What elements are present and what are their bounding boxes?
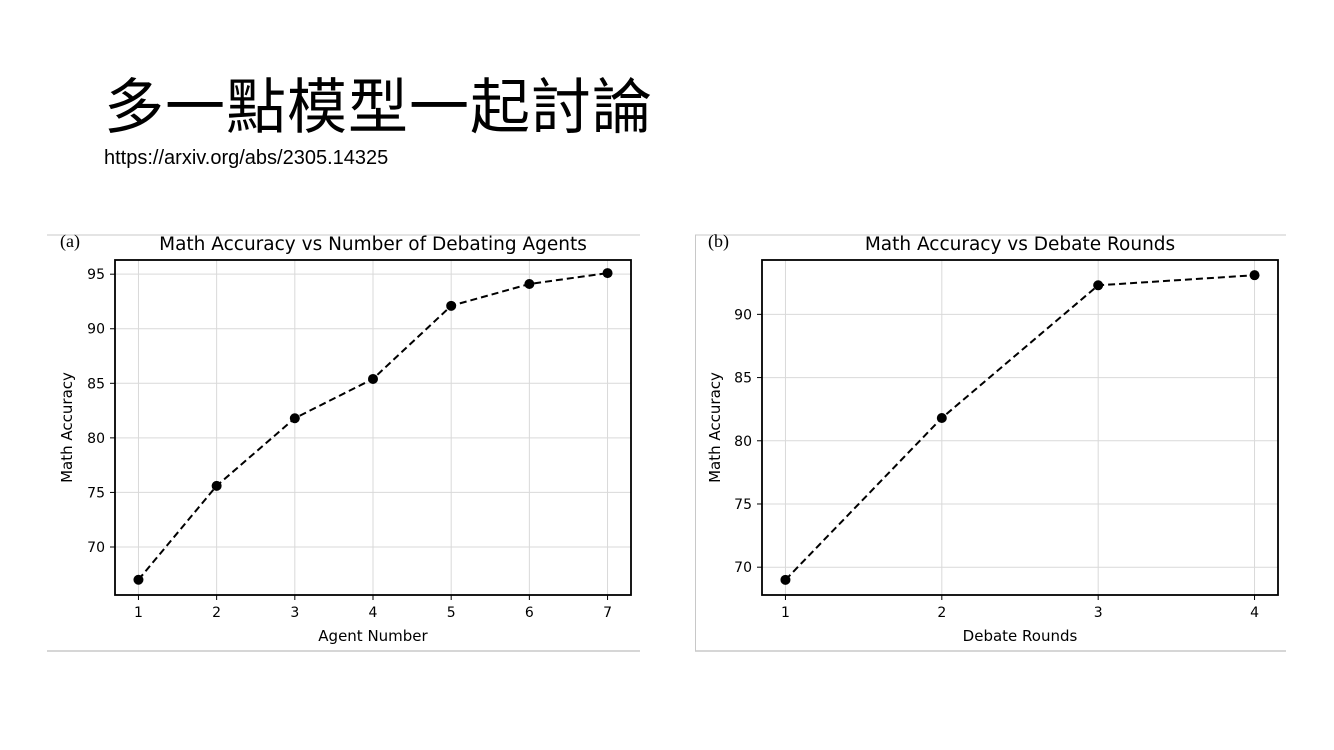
y-tick-label: 85 [87, 376, 105, 392]
x-tick-label: 5 [447, 605, 456, 621]
series-line [784, 274, 1255, 581]
chart-rounds: 1 2 3 4 70 75 80 85 90 (b) Math Accuracy vs Debate… [695, 225, 1290, 655]
data-point [133, 574, 144, 585]
y-axis-label: Math Accuracy [58, 372, 76, 483]
data-point [524, 279, 535, 290]
x-tick-label: 6 [525, 605, 534, 621]
x-tick-label: 2 [937, 605, 946, 621]
panel-label: (a) [60, 231, 80, 252]
chart-title: Math Accuracy vs Debate Rounds [865, 234, 1175, 255]
x-tick-label: 3 [1094, 605, 1103, 621]
y-tick-label: 70 [87, 540, 105, 556]
x-tick-label: 2 [212, 605, 221, 621]
y-tick-label: 80 [734, 434, 752, 450]
panel-label: (b) [708, 231, 729, 252]
data-point [289, 413, 300, 424]
y-tick-label: 75 [87, 485, 105, 501]
y-axis-label: Math Accuracy [706, 372, 724, 483]
y-tick-label: 95 [87, 267, 105, 283]
x-tick-label: 1 [781, 605, 790, 621]
x-axis-label: Debate Rounds [963, 627, 1078, 645]
data-point [1249, 270, 1260, 281]
data-point [936, 413, 947, 424]
x-axis-label: Agent Number [318, 627, 428, 645]
x-tick-label: 1 [134, 605, 143, 621]
data-point [211, 480, 222, 491]
data-point [780, 574, 791, 585]
y-tick-label: 85 [734, 371, 752, 387]
chart-title: Math Accuracy vs Number of Debating Agen… [159, 234, 587, 255]
x-tick-label: 4 [369, 605, 378, 621]
data-point [368, 373, 378, 384]
plot-frame [114, 259, 632, 596]
source-url[interactable]: https://arxiv.org/abs/2305.14325 [104, 147, 389, 169]
x-tick-label: 7 [603, 605, 612, 621]
chart-rounds-svg: 1 2 3 4 70 75 80 85 90 (b) Math Accuracy vs Debate… [695, 231, 1286, 652]
data-point [1093, 280, 1104, 291]
y-tick-label: 90 [734, 307, 752, 323]
y-tick-label: 80 [87, 431, 105, 447]
x-tick-label: 3 [290, 605, 299, 621]
chart-agents: 1 2 3 4 5 6 7 70 75 80 85 90 95 (a) Math Accuracy vs N… [47, 225, 642, 655]
y-tick-label: 90 [87, 322, 105, 338]
y-tick-label: 75 [734, 497, 752, 513]
y-tick-label: 70 [734, 560, 752, 576]
slide-title: 多一點模型一起討論 [104, 73, 653, 143]
data-point [446, 300, 457, 311]
chart-agents-svg: 1 2 3 4 5 6 7 70 75 80 85 90 95 (a) Math Accuracy vs N… [47, 231, 640, 652]
x-tick-label: 4 [1250, 605, 1259, 621]
plot-frame [761, 259, 1279, 596]
data-point [602, 268, 613, 279]
